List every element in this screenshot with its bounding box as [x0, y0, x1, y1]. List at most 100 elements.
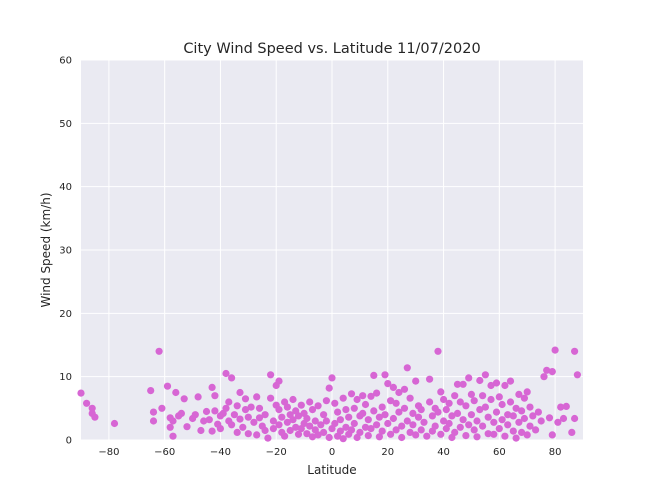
- scatter-point: [398, 433, 406, 442]
- scatter-point: [545, 414, 554, 422]
- scatter-point: [509, 412, 517, 420]
- scatter-point: [230, 411, 238, 419]
- scatter-point: [467, 411, 475, 419]
- scatter-point: [297, 401, 305, 409]
- scatter-point: [336, 427, 344, 435]
- scatter-point: [228, 374, 236, 382]
- chart-title: City Wind Speed vs. Latitude 11/07/2020: [183, 41, 480, 57]
- scatter-point: [395, 408, 403, 416]
- scatter-point: [465, 421, 473, 429]
- x-tick-label: −20: [266, 447, 287, 458]
- y-tick-label: 30: [59, 246, 72, 257]
- scatter-point: [506, 377, 515, 385]
- scatter-point: [562, 402, 570, 410]
- scatter-point: [540, 373, 548, 381]
- scatter-point: [409, 421, 417, 429]
- x-tick-label: −80: [98, 447, 119, 458]
- scatter-point: [495, 425, 503, 433]
- scatter-point: [451, 428, 459, 436]
- scatter-point: [375, 433, 383, 441]
- scatter-point: [498, 416, 506, 424]
- scatter-point: [294, 430, 303, 438]
- scatter-point: [473, 433, 481, 441]
- scatter-point: [336, 416, 344, 424]
- scatter-point: [403, 417, 411, 425]
- scatter-point: [481, 403, 489, 411]
- scatter-point: [200, 417, 208, 425]
- scatter-point: [400, 404, 409, 412]
- scatter-point: [255, 404, 264, 412]
- scatter-point: [548, 368, 556, 376]
- scatter-point: [389, 383, 397, 391]
- scatter-point: [400, 385, 409, 393]
- scatter-point: [384, 419, 392, 428]
- scatter-point: [306, 422, 314, 430]
- scatter-point: [367, 392, 375, 400]
- scatter-point: [487, 395, 495, 404]
- scatter-point: [250, 418, 258, 426]
- scatter-point: [559, 414, 568, 423]
- scatter-point: [551, 346, 559, 354]
- scatter-point: [320, 411, 328, 419]
- scatter-point: [328, 374, 336, 382]
- scatter-point: [350, 419, 358, 428]
- scatter-point: [423, 432, 431, 440]
- scatter-point: [456, 423, 464, 431]
- scatter-point: [255, 414, 264, 422]
- scatter-point: [501, 432, 509, 440]
- scatter-point: [398, 422, 406, 430]
- scatter-point: [373, 389, 381, 397]
- scatter-point: [484, 413, 492, 421]
- scatter-point: [512, 404, 520, 412]
- scatter-point: [197, 426, 205, 435]
- scatter-point: [520, 394, 529, 402]
- scatter-point: [294, 412, 303, 420]
- scatter-point: [342, 406, 350, 414]
- scatter-point: [222, 404, 230, 412]
- scatter-point: [554, 418, 562, 426]
- scatter-point: [241, 395, 250, 403]
- scatter-point: [504, 411, 512, 419]
- scatter-point: [155, 347, 163, 355]
- scatter-point: [202, 407, 211, 416]
- scatter-point: [417, 406, 425, 414]
- scatter-point: [306, 398, 314, 406]
- scatter-point: [149, 408, 158, 416]
- scatter-point: [526, 422, 534, 430]
- scatter-point: [465, 374, 473, 382]
- scatter-point: [311, 417, 319, 425]
- x-tick-label: 60: [493, 447, 506, 458]
- scatter-point: [216, 425, 224, 433]
- scatter-point: [261, 411, 269, 419]
- scatter-point: [281, 432, 289, 440]
- scatter-point: [523, 388, 531, 396]
- scatter-point: [283, 403, 291, 411]
- scatter-point: [532, 426, 540, 434]
- scatter-point: [557, 403, 565, 411]
- scatter-point: [211, 407, 219, 415]
- scatter-point: [520, 414, 529, 423]
- scatter-point: [180, 395, 188, 403]
- scatter-point: [317, 421, 325, 429]
- y-tick-label: 60: [59, 56, 72, 67]
- scatter-point: [91, 413, 99, 421]
- scatter-point: [264, 434, 272, 442]
- scatter-point: [426, 398, 434, 406]
- scatter-point: [381, 411, 389, 419]
- scatter-point: [359, 409, 367, 417]
- scatter-point: [412, 431, 420, 439]
- scatter-point: [208, 427, 216, 435]
- scatter-point: [448, 412, 456, 420]
- scatter-point: [147, 387, 155, 395]
- scatter-point: [428, 412, 436, 420]
- scatter-point: [442, 406, 450, 414]
- scatter-point: [440, 395, 448, 404]
- x-tick-label: 0: [329, 447, 335, 458]
- scatter-point: [236, 415, 244, 423]
- scatter-point: [484, 430, 492, 438]
- scatter-point: [289, 416, 297, 424]
- scatter-point: [506, 398, 515, 406]
- scatter-point: [359, 392, 367, 400]
- scatter-point: [453, 409, 462, 417]
